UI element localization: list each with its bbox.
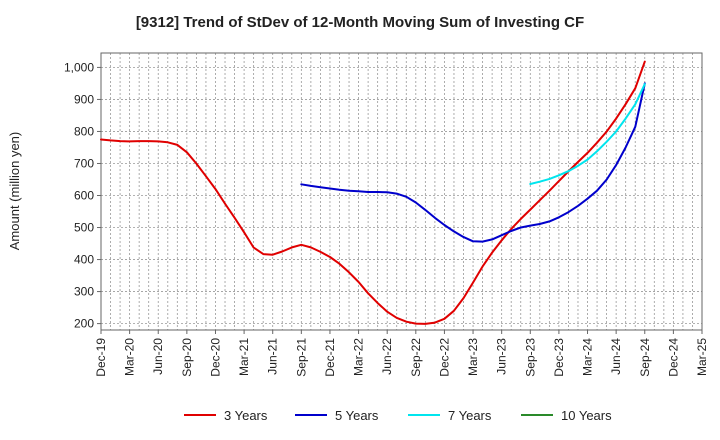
x-tick-label: Dec-22 bbox=[437, 338, 451, 377]
legend-label-10-years: 10 Years bbox=[561, 408, 612, 423]
x-tick-label: Mar-24 bbox=[581, 338, 595, 376]
x-tick-label: Jun-23 bbox=[495, 338, 509, 375]
legend-label-3-years: 3 Years bbox=[224, 408, 268, 423]
x-tick-label: Sep-24 bbox=[638, 338, 652, 377]
legend-label-5-years: 5 Years bbox=[335, 408, 379, 423]
x-tick-label: Mar-23 bbox=[466, 338, 480, 376]
x-tick-label: Sep-20 bbox=[180, 338, 194, 377]
plot-frame bbox=[100, 52, 703, 331]
y-tick-label: 300 bbox=[74, 285, 94, 299]
y-axis-label: Amount (million yen) bbox=[7, 132, 22, 251]
chart-title: [9312] Trend of StDev of 12-Month Moving… bbox=[135, 14, 585, 31]
x-tick-label: Mar-21 bbox=[237, 338, 251, 376]
y-tick-label: 600 bbox=[74, 189, 94, 203]
y-tick-label: 900 bbox=[74, 92, 94, 106]
series-lines bbox=[100, 60, 646, 325]
y-tick-label: 700 bbox=[74, 156, 94, 170]
y-tick-label: 1,000 bbox=[64, 60, 94, 74]
x-tick-label: Sep-23 bbox=[523, 338, 537, 377]
legend-label-7-years: 7 Years bbox=[448, 408, 492, 423]
x-tick-label: Dec-19 bbox=[94, 338, 108, 377]
series-line-7-years bbox=[529, 83, 646, 185]
y-tick-label: 500 bbox=[74, 221, 94, 235]
x-tick-label: Jun-24 bbox=[609, 338, 623, 375]
x-tick-label: Jun-22 bbox=[380, 338, 394, 375]
plot-area bbox=[101, 53, 702, 330]
x-tick-label: Dec-24 bbox=[666, 338, 680, 377]
x-tick-label: Mar-25 bbox=[695, 338, 709, 376]
x-axis: Dec-19 Mar-20 Jun-20 Sep-20 Dec-20 Mar-21 Jun-… bbox=[94, 330, 709, 377]
x-tick-label: Mar-22 bbox=[352, 338, 366, 376]
series-line-3-years bbox=[100, 60, 646, 325]
x-tick-label: Sep-21 bbox=[294, 338, 308, 377]
x-tick-label: Dec-21 bbox=[323, 338, 337, 377]
y-axis: 200 300 400 500 600 700 800 900 1,000 bbox=[64, 60, 101, 331]
series-line-5-years bbox=[300, 82, 646, 243]
x-tick-label: Dec-23 bbox=[552, 338, 566, 377]
x-tick-label: Dec-20 bbox=[208, 338, 222, 377]
x-tick-label: Jun-20 bbox=[151, 338, 165, 375]
y-tick-label: 800 bbox=[74, 124, 94, 138]
x-tick-label: Sep-22 bbox=[409, 338, 423, 377]
x-tick-label: Mar-20 bbox=[123, 338, 137, 376]
y-tick-label: 200 bbox=[74, 317, 94, 331]
y-tick-label: 400 bbox=[74, 253, 94, 267]
x-tick-label: Jun-21 bbox=[266, 338, 280, 375]
legend: 3 Years 5 Years 7 Years 10 Years bbox=[184, 408, 612, 423]
